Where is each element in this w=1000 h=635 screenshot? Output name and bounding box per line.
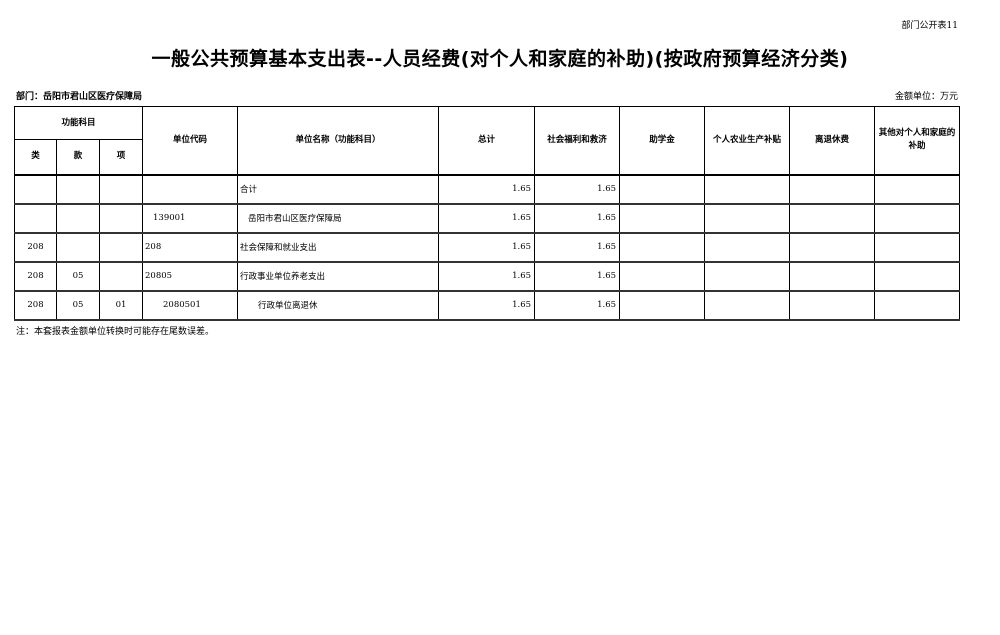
cell-name: 行政单位离退休	[237, 290, 440, 320]
table-row: 139001 岳阳市君山区医疗保障局 1.65 1.65	[14, 203, 961, 233]
header-kuan: 款	[56, 139, 100, 175]
cell-social-welfare: 1.65	[534, 232, 621, 262]
cell-other	[874, 174, 961, 204]
header-social-welfare: 社会福利和救济	[534, 106, 621, 175]
header-unit-code: 单位代码	[142, 106, 239, 175]
cell-lei: 208	[14, 232, 57, 262]
cell-lei	[14, 203, 57, 233]
cell-kuan: 05	[56, 290, 100, 320]
cell-total: 1.65	[438, 174, 536, 204]
cell-other	[874, 232, 961, 262]
cell-total: 1.65	[438, 203, 536, 233]
header-other: 其他对个人和家庭的补助	[874, 106, 961, 175]
header-lei: 类	[14, 139, 57, 175]
cell-total: 1.65	[438, 290, 536, 320]
cell-social-welfare: 1.65	[534, 203, 621, 233]
cell-kuan	[56, 203, 100, 233]
form-code: 部门公开表11	[901, 21, 958, 31]
cell-lei: 208	[14, 290, 57, 320]
cell-code: 20805	[142, 261, 239, 291]
cell-scholarship	[619, 174, 706, 204]
cell-retirement	[789, 174, 876, 204]
cell-other	[874, 290, 961, 320]
cell-farm-subsidy	[704, 290, 791, 320]
header-scholarship: 助学金	[619, 106, 706, 175]
table-row: 合计 1.65 1.65	[14, 174, 961, 204]
cell-retirement	[789, 261, 876, 291]
cell-code: 208	[142, 232, 239, 262]
cell-lei: 208	[14, 261, 57, 291]
cell-xiang	[98, 174, 144, 204]
footnote: 注：本套报表金额单位转换时可能存在尾数误差。	[16, 327, 215, 337]
cell-total: 1.65	[438, 261, 536, 291]
cell-name: 行政事业单位养老支出	[237, 261, 440, 291]
header-unit-name: 单位名称（功能科目）	[237, 106, 440, 175]
cell-farm-subsidy	[704, 232, 791, 262]
header-farm-subsidy: 个人农业生产补贴	[704, 106, 791, 175]
cell-scholarship	[619, 261, 706, 291]
cell-farm-subsidy	[704, 203, 791, 233]
cell-retirement	[789, 232, 876, 262]
budget-table: 功能科目 单位代码 单位名称（功能科目） 总计 社会福利和救济 助学金 个人农业…	[13, 106, 961, 321]
cell-xiang	[98, 203, 144, 233]
header-total: 总计	[438, 106, 536, 175]
cell-other	[874, 261, 961, 291]
header-retirement: 离退休费	[789, 106, 876, 175]
cell-xiang	[98, 261, 144, 291]
cell-xiang	[98, 232, 144, 262]
cell-social-welfare: 1.65	[534, 174, 621, 204]
cell-retirement	[789, 290, 876, 320]
cell-kuan	[56, 232, 100, 262]
table-row: 208 208 社会保障和就业支出 1.65 1.65	[14, 232, 961, 262]
header-xiang: 项	[98, 139, 144, 175]
cell-xiang: 01	[98, 290, 144, 320]
cell-code: 2080501	[142, 290, 239, 320]
cell-other	[874, 203, 961, 233]
table-row: 208 05 01 2080501 行政单位离退休 1.65 1.65	[14, 290, 961, 320]
cell-farm-subsidy	[704, 261, 791, 291]
department-label: 部门：岳阳市君山区医疗保障局	[16, 92, 143, 102]
cell-code: 139001	[142, 203, 239, 233]
cell-retirement	[789, 203, 876, 233]
cell-name: 社会保障和就业支出	[237, 232, 440, 262]
cell-scholarship	[619, 203, 706, 233]
cell-social-welfare: 1.65	[534, 290, 621, 320]
cell-name: 岳阳市君山区医疗保障局	[237, 203, 440, 233]
cell-kuan: 05	[56, 261, 100, 291]
table-row: 208 05 20805 行政事业单位养老支出 1.65 1.65	[14, 261, 961, 291]
cell-name: 合计	[237, 174, 440, 204]
cell-lei	[14, 174, 57, 204]
header-func-subject: 功能科目	[13, 106, 144, 140]
cell-scholarship	[619, 232, 706, 262]
cell-farm-subsidy	[704, 174, 791, 204]
unit-label: 金额单位：万元	[894, 92, 958, 102]
cell-code	[142, 174, 239, 204]
cell-total: 1.65	[438, 232, 536, 262]
cell-scholarship	[619, 290, 706, 320]
cell-social-welfare: 1.65	[534, 261, 621, 291]
page-title: 一般公共预算基本支出表--人员经费(对个人和家庭的补助)(按政府预算经济分类)	[151, 48, 849, 70]
cell-kuan	[56, 174, 100, 204]
